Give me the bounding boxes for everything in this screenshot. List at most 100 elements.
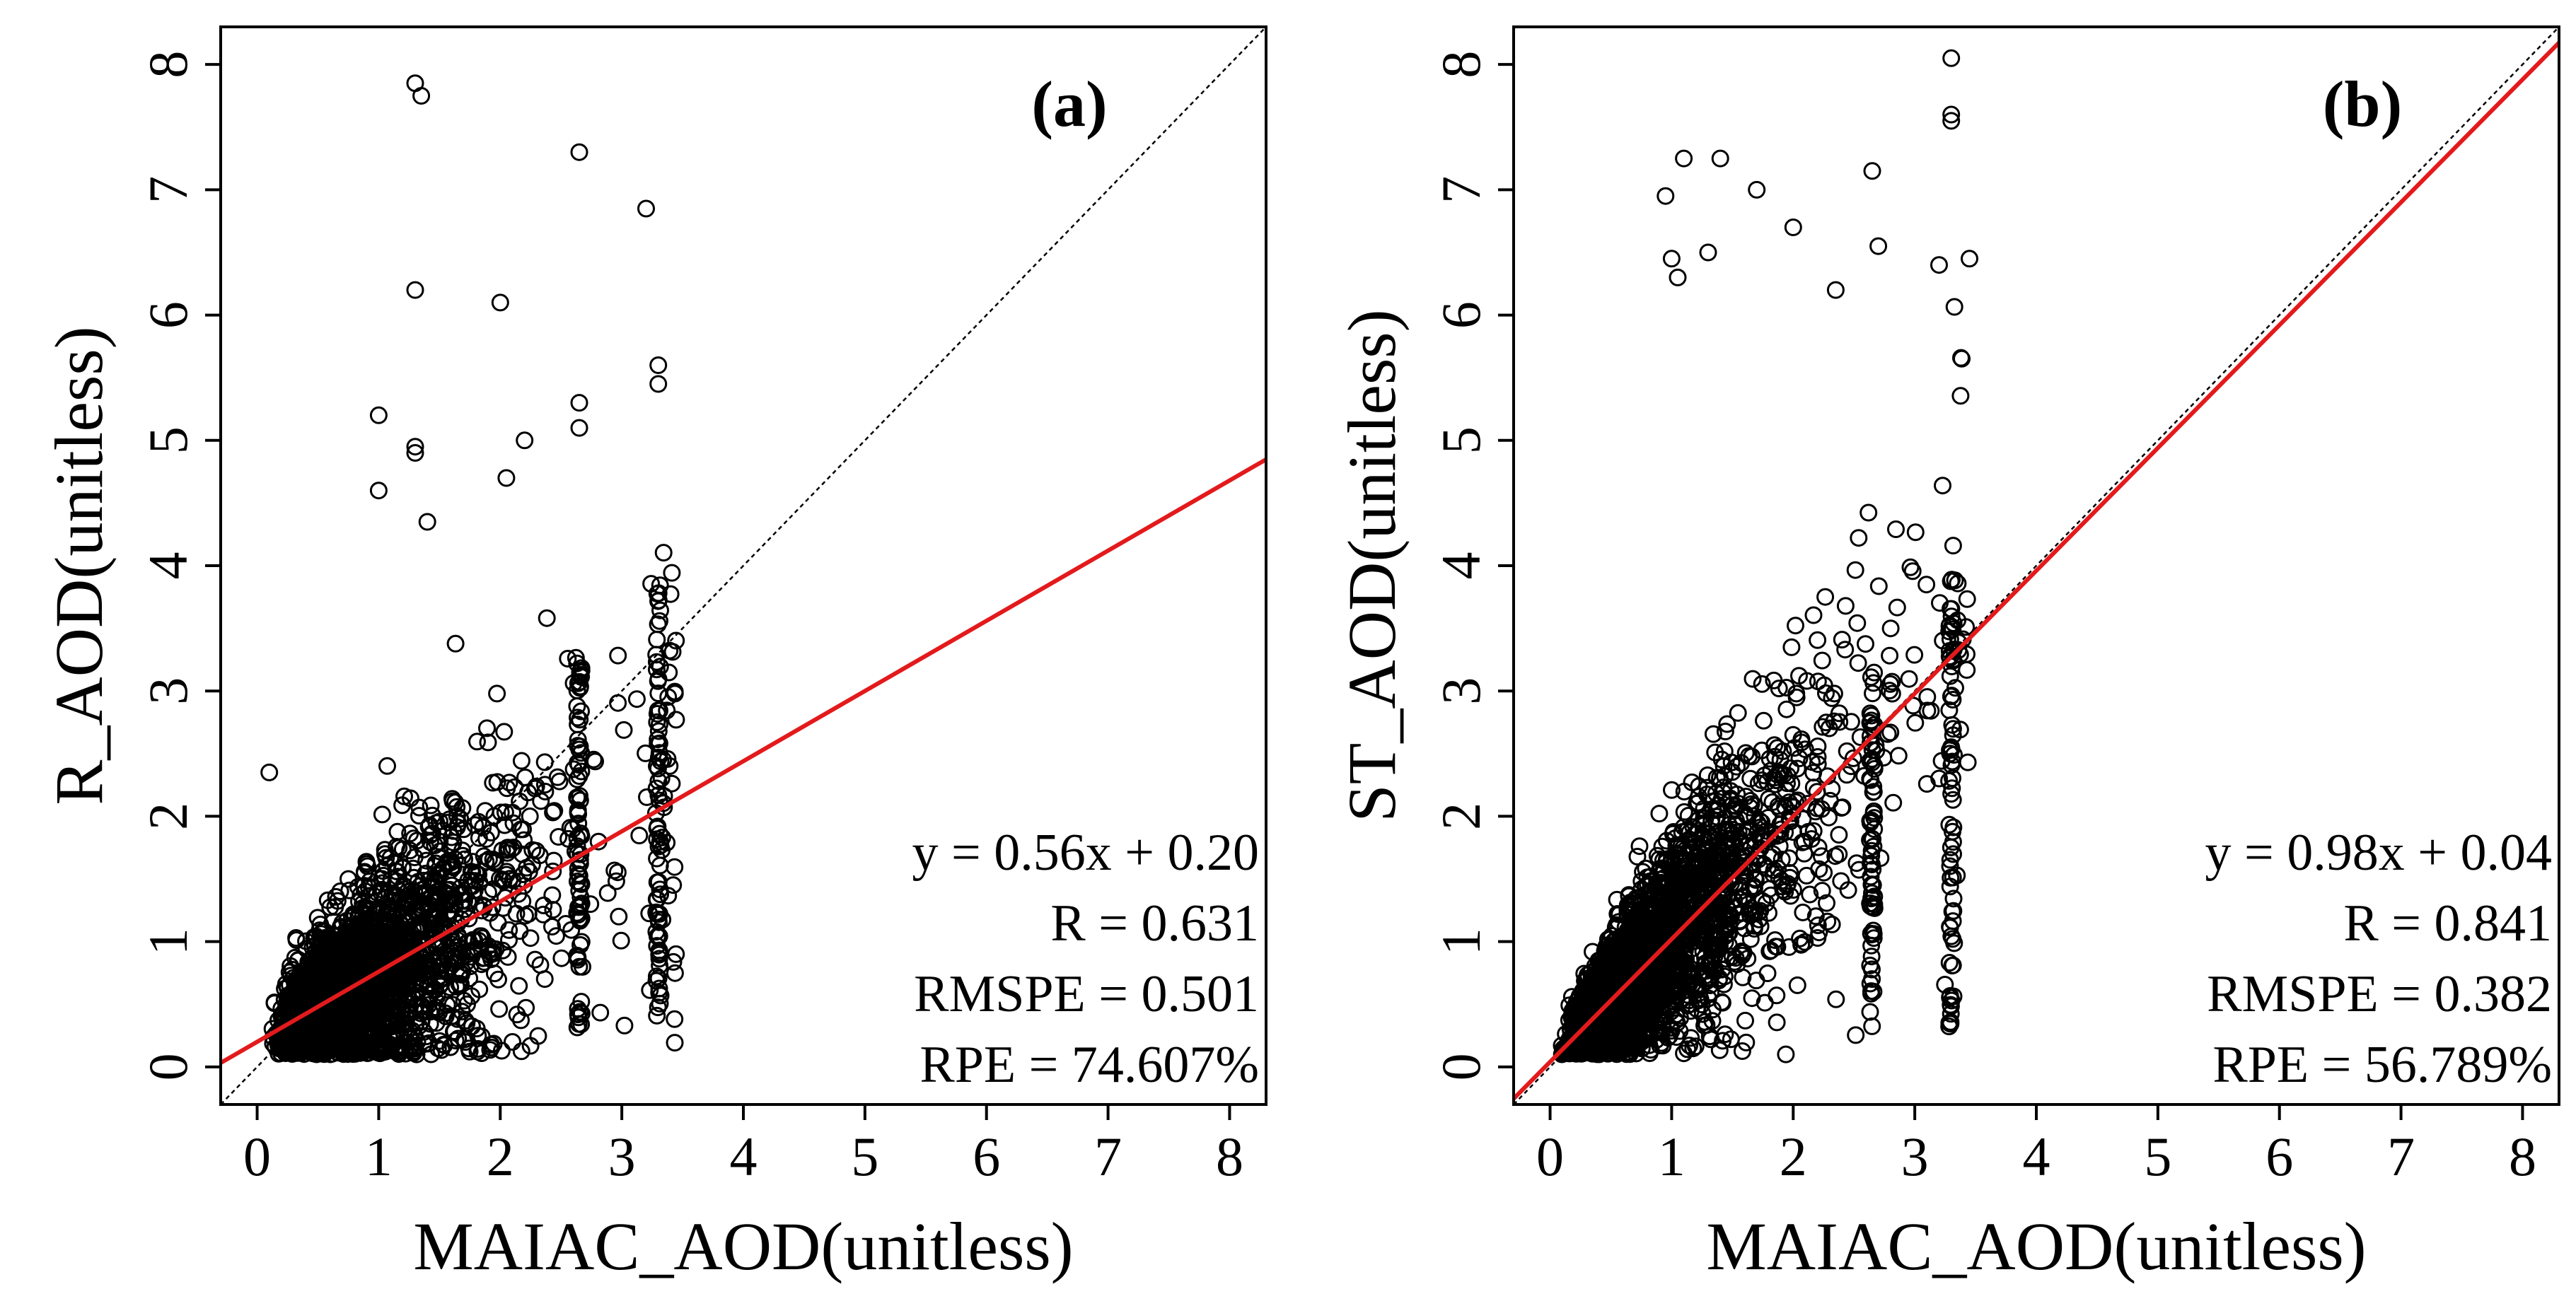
data-point [649,356,668,374]
data-point [512,752,530,770]
data-point [649,592,667,610]
data-point [336,1037,354,1055]
data-point [389,926,407,944]
data-point [1881,675,1900,693]
data-point [649,684,668,702]
data-point [570,957,588,976]
data-point [416,1001,434,1019]
data-point [401,824,419,843]
data-point [320,1003,339,1021]
data-point [1768,986,1786,1005]
data-point [1881,682,1898,700]
data-point [545,802,564,820]
data-point [489,914,507,932]
data-point [1713,789,1731,807]
x-tick-label: 3 [608,1126,636,1187]
data-point [1784,881,1802,899]
data-point [547,927,565,945]
data-point [615,1016,634,1034]
data-point [355,877,373,895]
data-point [1883,684,1901,703]
data-point [627,690,646,709]
data-point [1758,964,1777,982]
data-point [1804,606,1823,624]
data-point [431,890,449,908]
data-point [609,694,627,712]
data-point [376,913,395,931]
data-point [1792,730,1811,748]
data-point [283,1036,301,1054]
data-point [468,733,486,751]
stat-line: R = 0.631 [1050,894,1259,952]
data-point [1794,810,1812,828]
data-point [1881,723,1900,742]
data-point [607,872,625,890]
data-point [414,998,432,1016]
data-point [1810,923,1828,942]
data-point [500,921,518,939]
data-point [535,897,553,914]
data-point [516,768,534,786]
data-point [1744,670,1762,688]
data-point [470,829,488,847]
data-point [1768,1013,1786,1032]
data-point [666,682,684,701]
data-point [568,697,586,716]
data-point [1784,725,1802,744]
data-point [297,932,315,950]
data-point [418,513,436,531]
data-point [1826,847,1845,865]
data-point [491,293,509,312]
data-points [1553,49,1978,1063]
data-point [335,1045,353,1063]
data-point [1860,503,1878,522]
data-point [1906,523,1925,542]
data-point [663,564,681,582]
data-point [1679,807,1698,824]
data-point [446,634,465,653]
data-point [310,977,328,996]
data-point [1839,881,1857,899]
data-point [1715,975,1733,993]
data-point [1881,646,1899,665]
data-point [400,1037,419,1056]
data-point [1732,754,1751,772]
data-point [1809,631,1827,649]
data-point [649,772,668,791]
data-point [1887,520,1905,538]
data-point [381,849,400,867]
data-point [609,646,627,665]
data-point [515,831,533,849]
data-point [667,631,685,650]
data-point [284,995,303,1013]
data-point [648,631,666,648]
data-point [1773,851,1791,868]
data-point [489,970,507,989]
data-point [1768,827,1786,845]
data-point [1767,938,1785,956]
data-point [453,841,472,860]
data-point [538,609,556,627]
data-point [569,709,586,727]
data-point [446,1032,465,1050]
data-point [469,1039,487,1058]
data-point [1794,903,1812,921]
data-point [586,752,604,771]
data-point [466,816,485,834]
data-point [1644,899,1662,918]
data-point [649,701,667,720]
data-point [1809,672,1827,691]
data-point [1795,832,1814,851]
data-point [568,946,586,964]
data-point [650,744,668,762]
data-point [417,967,436,985]
data-point [1905,646,1924,664]
data-point [649,904,667,923]
data-point [499,839,518,857]
data-point [1760,790,1778,808]
data-point [412,87,431,105]
data-point [649,375,668,393]
data-point [572,827,591,845]
data-point [494,872,513,890]
data-point [1774,742,1792,760]
